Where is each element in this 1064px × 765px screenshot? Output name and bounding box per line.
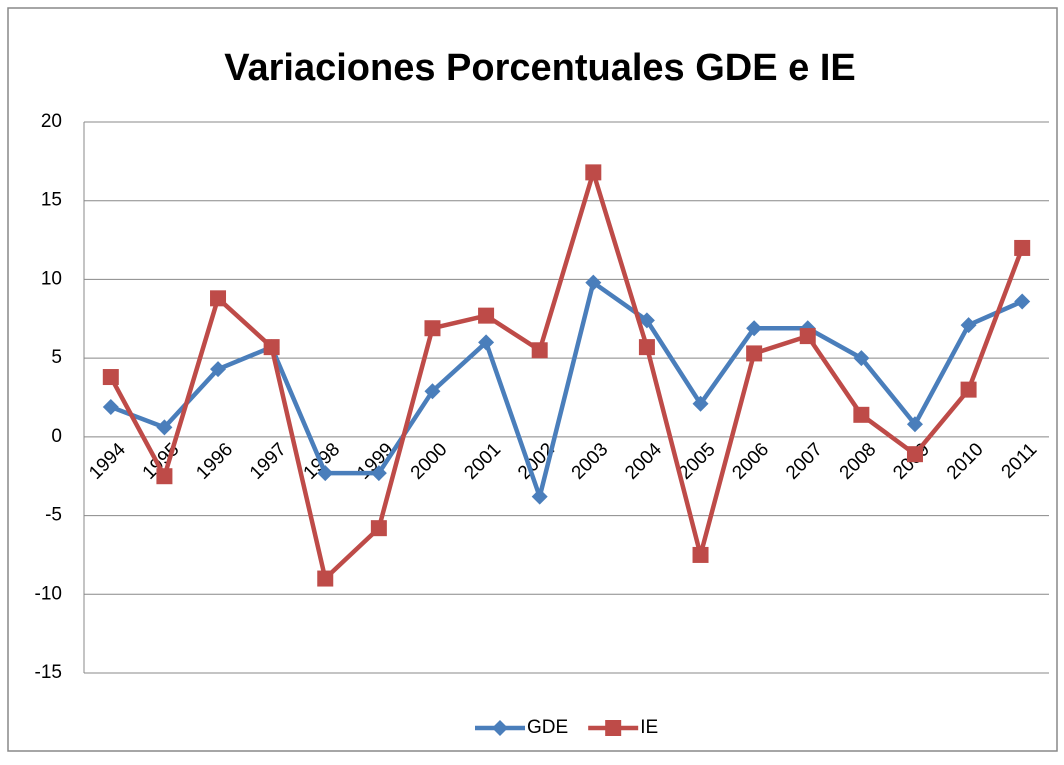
marker bbox=[156, 468, 173, 485]
chart-title: Variaciones Porcentuales GDE e IE bbox=[224, 47, 856, 89]
marker bbox=[102, 398, 119, 415]
marker bbox=[531, 342, 548, 359]
marker bbox=[102, 369, 119, 386]
marker bbox=[746, 320, 763, 337]
marker bbox=[156, 419, 173, 436]
legend-item: GDE bbox=[475, 717, 568, 738]
y-tick-label: -5 bbox=[45, 505, 62, 526]
marker bbox=[210, 290, 227, 307]
y-tick-label: 15 bbox=[41, 190, 62, 211]
y-tick-label: 0 bbox=[51, 426, 62, 447]
marker bbox=[638, 312, 655, 329]
marker bbox=[370, 520, 387, 537]
marker bbox=[692, 395, 709, 412]
y-tick-label: 10 bbox=[41, 268, 62, 289]
marker bbox=[478, 334, 495, 351]
marker bbox=[799, 328, 816, 345]
marker bbox=[746, 345, 763, 362]
marker bbox=[906, 446, 923, 463]
y-tick-label: -10 bbox=[35, 583, 62, 604]
marker bbox=[960, 381, 977, 398]
marker bbox=[960, 317, 977, 334]
legend-item: IE bbox=[588, 717, 658, 738]
marker bbox=[1014, 293, 1031, 310]
marker bbox=[317, 465, 334, 482]
series-line bbox=[110, 280, 1024, 499]
marker bbox=[424, 383, 441, 400]
marker bbox=[210, 361, 227, 378]
legend-label: GDE bbox=[527, 717, 568, 738]
legend-marker bbox=[605, 720, 622, 736]
marker bbox=[370, 465, 387, 482]
marker bbox=[263, 339, 280, 356]
series-line bbox=[108, 170, 1025, 581]
marker bbox=[317, 570, 334, 587]
legend-label: IE bbox=[640, 717, 658, 738]
marker bbox=[638, 339, 655, 356]
marker bbox=[531, 488, 548, 505]
y-tick-label: 5 bbox=[51, 347, 62, 368]
marker bbox=[906, 416, 923, 433]
marker bbox=[424, 320, 441, 337]
marker bbox=[853, 406, 870, 423]
legend-marker bbox=[492, 720, 508, 736]
y-tick-label: -15 bbox=[35, 662, 62, 683]
marker bbox=[1014, 239, 1031, 256]
marker bbox=[692, 546, 709, 563]
y-tick-label: 20 bbox=[41, 111, 62, 132]
marker bbox=[585, 274, 602, 291]
marker bbox=[585, 164, 602, 181]
marker bbox=[478, 307, 495, 324]
marker bbox=[853, 350, 870, 367]
chart-frame bbox=[7, 7, 1058, 752]
